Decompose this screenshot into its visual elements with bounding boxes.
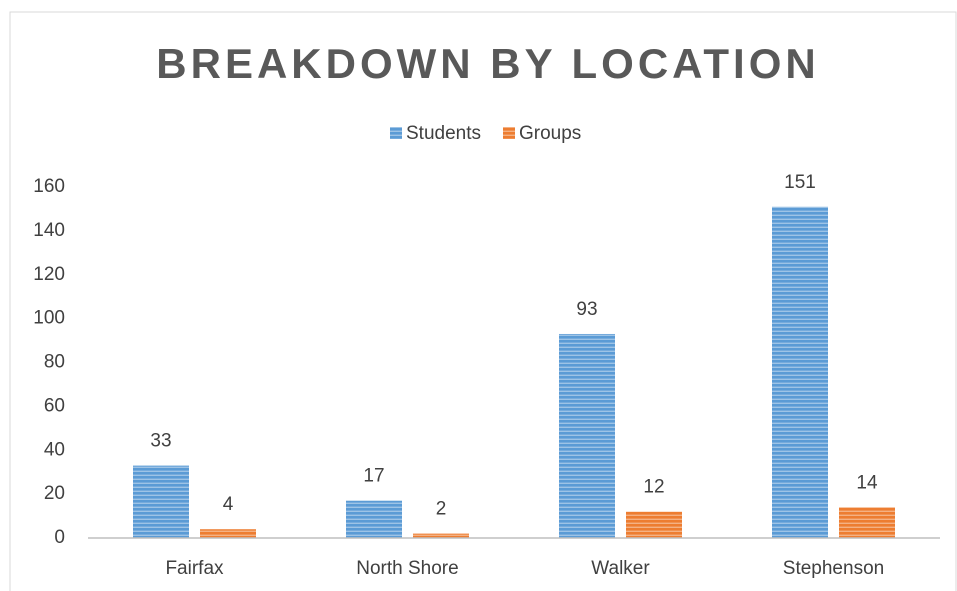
data-label: 33 xyxy=(150,431,171,452)
x-tick-label: North Shore xyxy=(356,558,458,579)
y-tick-label: 40 xyxy=(44,439,65,460)
bar xyxy=(559,333,615,538)
y-tick-label: 0 xyxy=(54,527,65,548)
data-label: 14 xyxy=(856,472,878,493)
y-tick-label: 100 xyxy=(33,308,65,329)
data-label: 151 xyxy=(784,172,816,193)
bar xyxy=(413,533,469,538)
legend-label: Students xyxy=(406,123,481,144)
bar xyxy=(772,206,828,538)
y-tick-label: 80 xyxy=(44,352,65,373)
x-tick-label: Stephenson xyxy=(783,558,884,579)
legend-label: Groups xyxy=(519,123,581,144)
bar xyxy=(133,465,189,538)
data-label: 17 xyxy=(363,466,384,487)
y-tick-label: 20 xyxy=(44,483,65,504)
x-tick-label: Fairfax xyxy=(165,558,224,579)
data-label: 4 xyxy=(223,494,234,515)
bar xyxy=(839,507,895,538)
bar xyxy=(626,511,682,538)
y-tick-label: 120 xyxy=(33,264,65,285)
y-tick-label: 160 xyxy=(33,176,65,197)
legend-swatch xyxy=(503,127,515,139)
x-tick-label: Walker xyxy=(591,558,650,579)
y-tick-label: 60 xyxy=(44,395,65,416)
bar xyxy=(200,529,256,538)
data-label: 2 xyxy=(436,499,447,520)
chart-title: BREAKDOWN BY LOCATION xyxy=(156,40,819,87)
bar xyxy=(346,500,402,538)
legend-swatch xyxy=(390,127,402,139)
data-label: 93 xyxy=(576,299,597,320)
y-tick-label: 140 xyxy=(33,220,65,241)
data-label: 12 xyxy=(643,477,664,498)
